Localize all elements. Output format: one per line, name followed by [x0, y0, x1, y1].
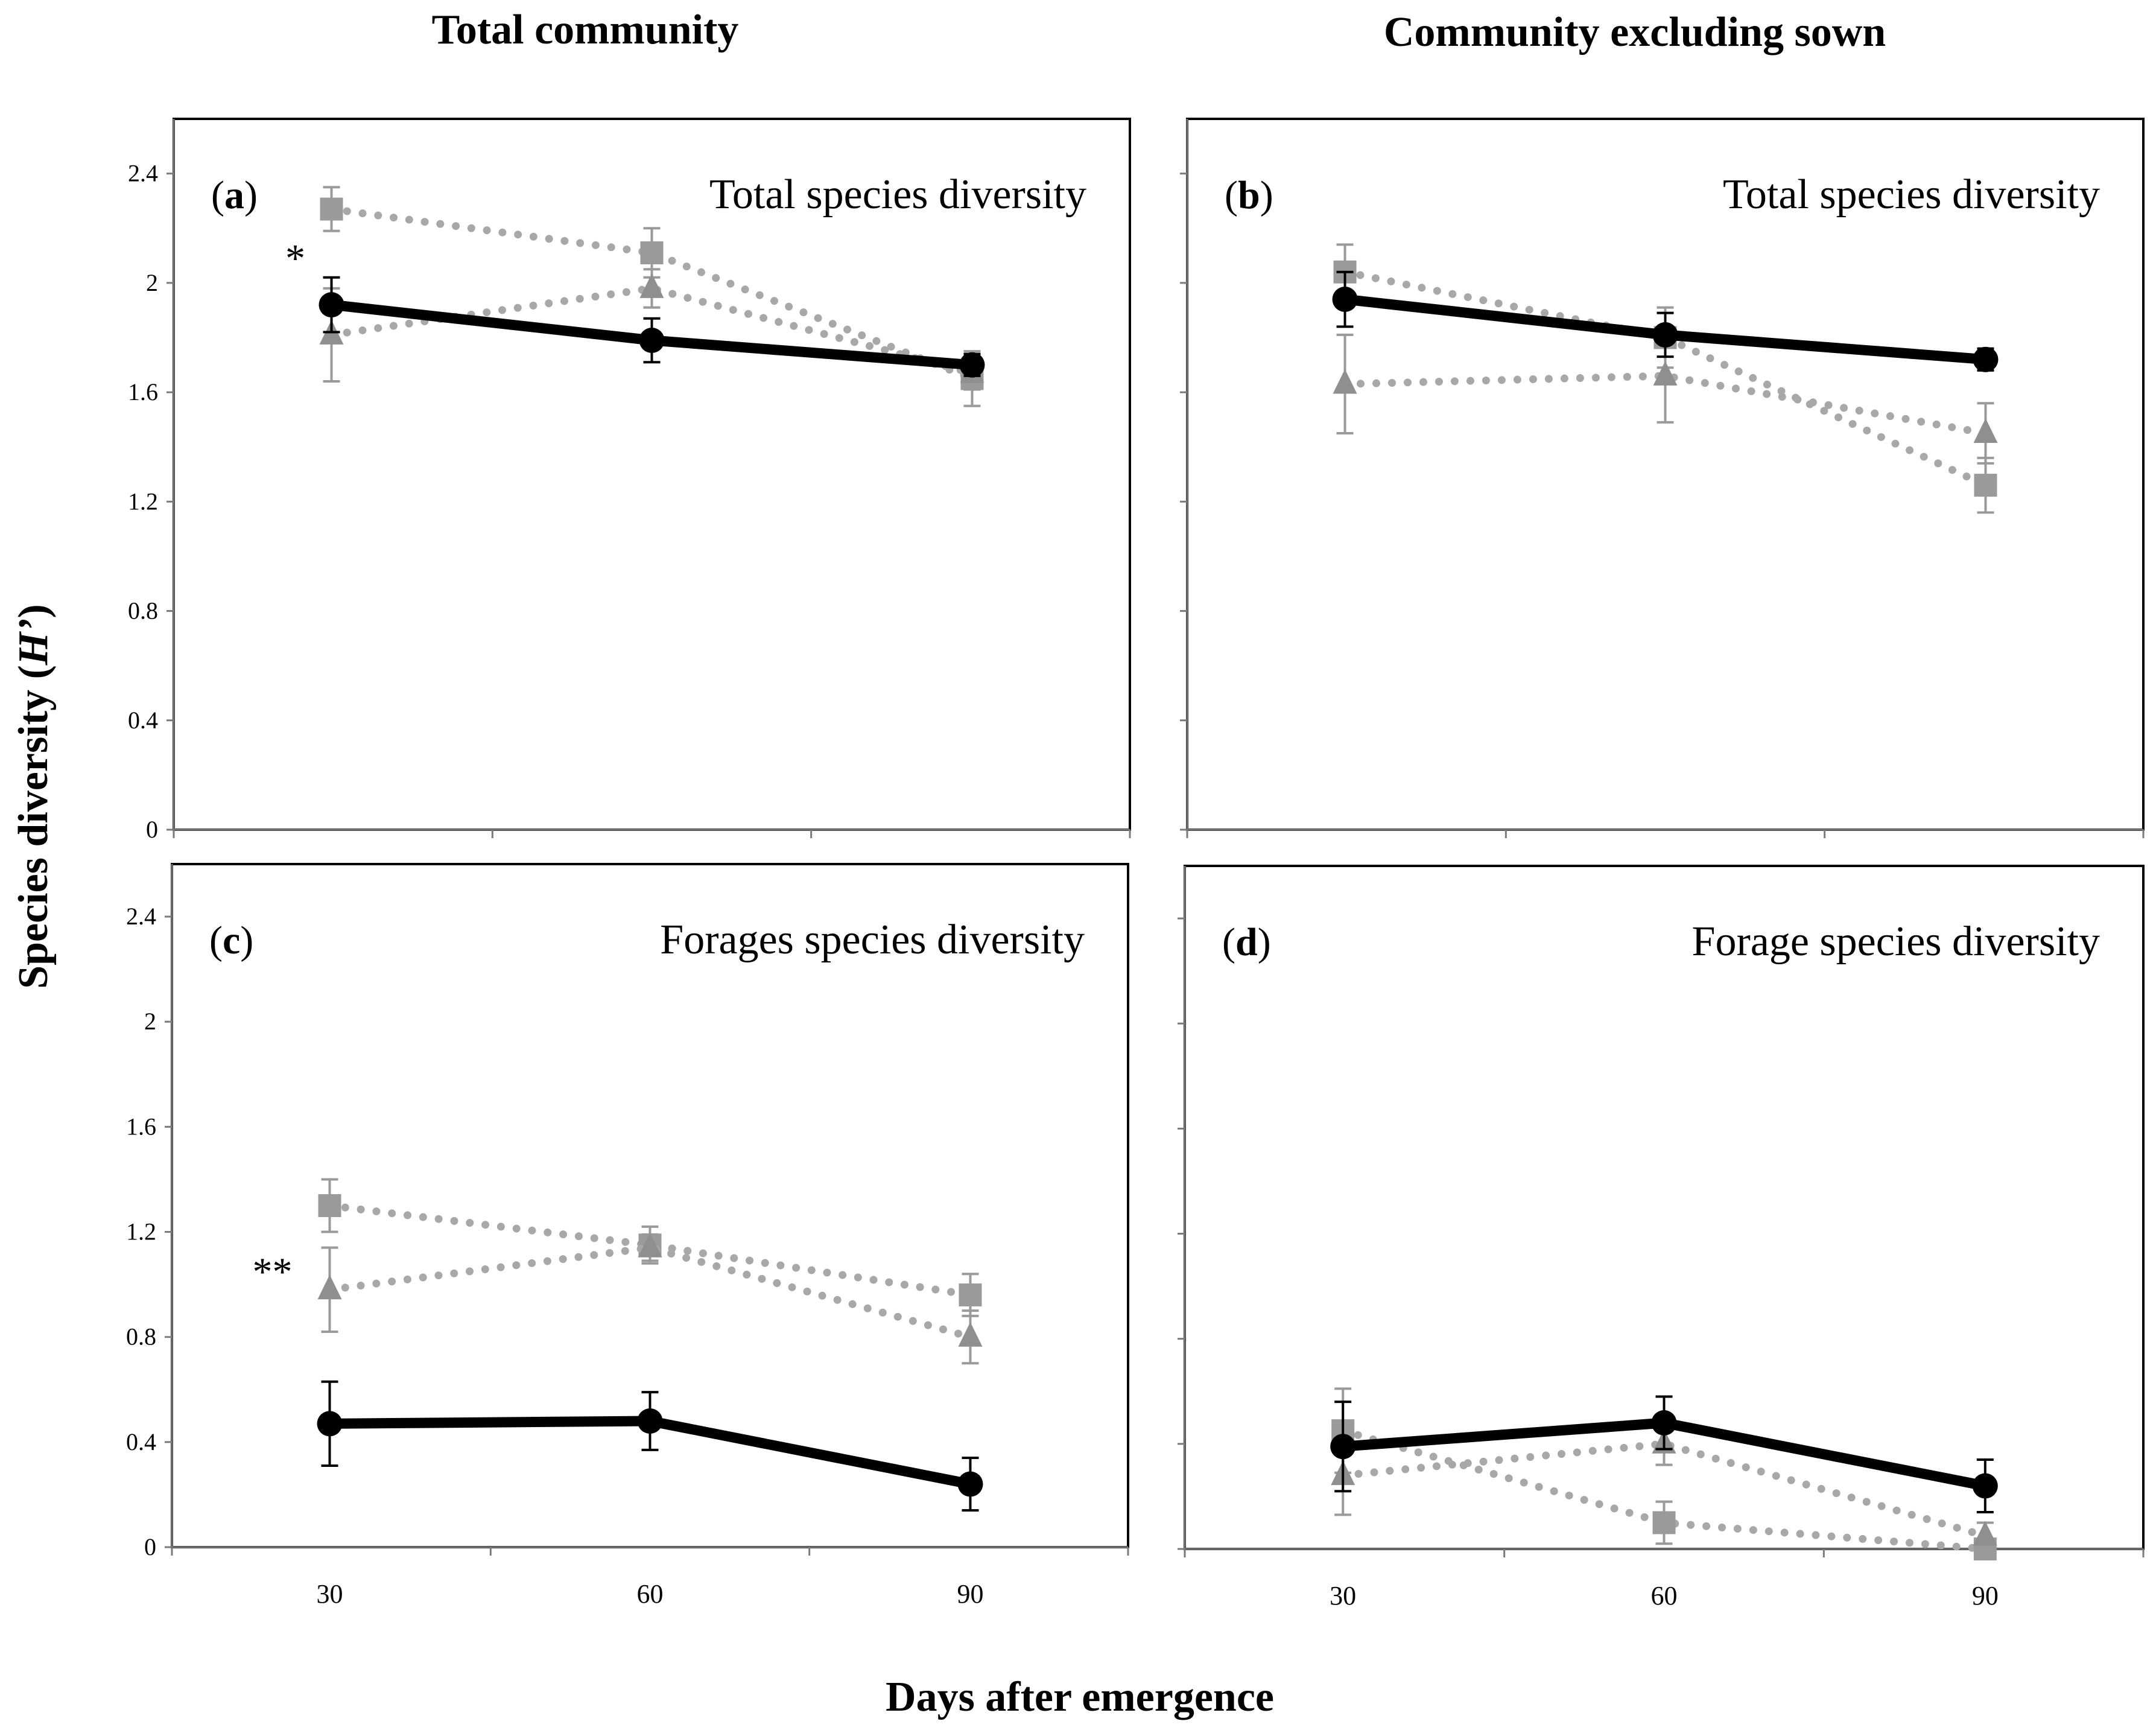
y-axis-label-text: Species diversity (	[10, 665, 57, 989]
y-tick-label: 0.8	[126, 1323, 156, 1350]
y-axis-label-symbol: H’	[10, 618, 57, 666]
panel-title: Forage species diversity	[1692, 918, 2100, 965]
panel-label: (c)	[209, 918, 253, 962]
panel-label-letter: d	[1235, 920, 1258, 964]
data-point-circle	[957, 1471, 983, 1497]
y-axis-label: Species diversity (H’)	[10, 604, 57, 989]
series-square-dotted	[318, 1178, 982, 1317]
series-line	[326, 1201, 974, 1299]
data-point-square	[640, 241, 664, 265]
series-line	[1341, 372, 1990, 437]
y-tick-label: 2.4	[126, 903, 156, 930]
panel-label-open: (	[1222, 920, 1235, 964]
panel-label: (a)	[211, 173, 258, 217]
series-line	[1339, 1426, 1990, 1553]
panel-label-close: )	[240, 918, 253, 962]
x-tick-label: 60	[1651, 1581, 1678, 1611]
x-tick-label: 60	[637, 1579, 664, 1609]
y-tick-label: 0.4	[126, 1428, 156, 1455]
y-tick-label: 1.2	[126, 1218, 156, 1245]
panel-label-letter: a	[224, 173, 244, 217]
panel-label: (d)	[1222, 920, 1271, 964]
significance-annotation: **	[253, 1250, 293, 1294]
panel-c: 0 0.4 0.8 1.2 1.6 2 2.4 30 60 90 (c) Forages specie…	[126, 863, 1129, 1609]
significance-annotation: *	[285, 237, 305, 281]
series-circle-solid	[317, 1380, 983, 1512]
y-tick-label: 0.8	[128, 597, 158, 625]
data-point-circle	[1972, 1473, 1998, 1499]
panel-title: Forages species diversity	[660, 917, 1085, 963]
y-tick-label: 1.6	[126, 1113, 156, 1140]
panel-label-letter: c	[223, 918, 240, 962]
series-line	[328, 205, 976, 383]
panel-label: (b)	[1225, 173, 1273, 217]
y-tick-label: 1.2	[128, 488, 158, 515]
panel-label-close: )	[244, 173, 258, 217]
data-point-triangle	[1653, 361, 1678, 386]
series-circle-solid	[1332, 270, 1999, 372]
panel-label-letter: b	[1238, 173, 1260, 217]
data-point-square	[318, 1194, 341, 1217]
panel-label-close: )	[1258, 920, 1271, 964]
panel-title: Total species diversity	[1723, 171, 2100, 218]
data-point-circle	[319, 292, 344, 318]
panels-group: 00.40.81.21.622.4 (a) Total species divers…	[126, 118, 2145, 1611]
panel-label-open: (	[209, 918, 223, 962]
panel-d: 30 60 90 (d) Forage species diversity	[1178, 865, 2145, 1611]
x-tick-label: 30	[317, 1579, 343, 1609]
series-line	[1339, 1440, 1990, 1540]
y-tick-label: 2	[146, 269, 158, 296]
y-tick-label: 2.4	[128, 160, 158, 187]
column-title-total-community: Total community	[432, 7, 739, 53]
data-point-circle	[1973, 346, 1999, 372]
data-point-triangle	[1333, 369, 1357, 394]
series-triangle-dotted	[317, 1232, 983, 1365]
data-point-circle	[317, 1411, 343, 1437]
x-tick-label: 90	[1972, 1581, 1999, 1611]
data-point-triangle	[1973, 1521, 1997, 1546]
data-point-square	[1974, 474, 1997, 497]
panel-label-close: )	[1260, 173, 1273, 217]
y-tick-label: 0.4	[128, 707, 158, 734]
panel-title: Total species diversity	[709, 171, 1086, 218]
y-tick-label: 0	[146, 816, 158, 843]
x-axis-label: Days after emergence	[886, 1674, 1274, 1720]
data-point-triangle	[958, 1321, 983, 1347]
y-tick-label: 0	[144, 1533, 156, 1560]
x-tick-label: 30	[1330, 1581, 1356, 1611]
column-title-excluding-sown: Community excluding sown	[1384, 9, 1886, 56]
data-point-triangle	[1973, 418, 1998, 443]
y-axis-label-close: )	[10, 604, 57, 618]
data-point-triangle	[638, 1232, 662, 1258]
data-point-circle	[1332, 287, 1358, 313]
panel-label-open: (	[1225, 173, 1238, 217]
series-circle-solid	[319, 276, 985, 378]
data-point-circle	[1652, 322, 1678, 348]
y-tick-label: 1.6	[128, 378, 158, 405]
data-point-square	[1652, 1511, 1676, 1534]
data-point-circle	[637, 1408, 663, 1434]
data-point-triangle	[639, 273, 664, 298]
series-triangle-dotted	[1333, 328, 1998, 465]
data-point-square	[320, 197, 343, 221]
data-point-triangle	[317, 1274, 342, 1300]
data-point-circle	[1330, 1434, 1356, 1460]
panel-a: 0 0.4 0.8 1.2 1.6 2 2.4 (a) Total species divers…	[128, 118, 1131, 843]
panel-label-open: (	[211, 173, 224, 217]
x-tick-label: 90	[957, 1579, 983, 1609]
data-point-square	[959, 1283, 982, 1307]
data-point-circle	[639, 327, 665, 353]
data-point-circle	[959, 352, 985, 378]
series-circle-solid	[1330, 1395, 1998, 1514]
data-point-circle	[1651, 1410, 1677, 1436]
panel-b: (b) Total species diversity	[1180, 118, 2145, 838]
y-tick-label: 2	[144, 1008, 156, 1035]
series-line	[326, 1244, 974, 1341]
